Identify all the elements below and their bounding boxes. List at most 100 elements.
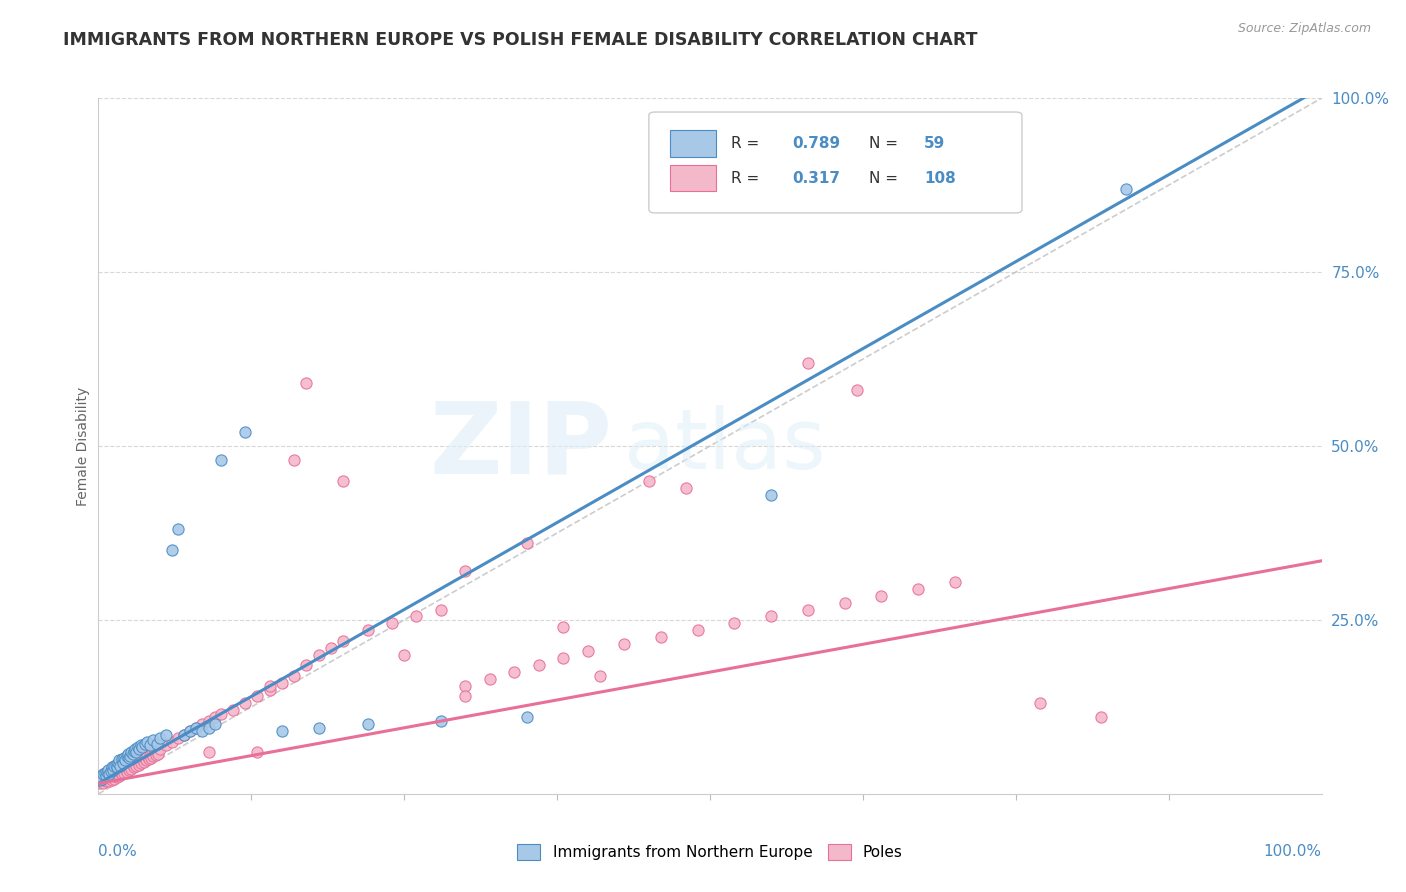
Point [204, 710, 226, 724]
Point [143, 745, 166, 759]
Point [107, 766, 129, 780]
Point [100, 764, 122, 778]
Point [270, 675, 294, 690]
Point [107, 756, 129, 770]
Point [834, 596, 856, 610]
Point [139, 738, 162, 752]
Point [111, 767, 134, 781]
Point [117, 747, 139, 761]
Point [122, 744, 145, 758]
Point [124, 741, 146, 756]
Point [308, 721, 330, 735]
Point [89, 772, 111, 787]
Point [454, 690, 477, 704]
Point [943, 574, 966, 589]
Point [209, 706, 232, 721]
Point [120, 748, 142, 763]
Point [179, 724, 201, 739]
Point [146, 737, 169, 751]
Point [173, 728, 195, 742]
Point [295, 376, 318, 391]
Point [127, 739, 149, 754]
Point [259, 679, 281, 693]
Point [197, 745, 219, 759]
FancyBboxPatch shape [650, 112, 1022, 213]
Point [108, 754, 131, 768]
Point [129, 738, 152, 752]
Point [96, 764, 118, 779]
Point [797, 355, 820, 369]
Point [105, 770, 128, 784]
Point [186, 721, 208, 735]
Point [197, 714, 219, 728]
Point [93, 772, 115, 786]
Point [332, 474, 354, 488]
Point [430, 602, 453, 616]
Point [197, 721, 219, 735]
Point [283, 453, 305, 467]
Point [91, 772, 114, 786]
Point [613, 637, 636, 651]
Point [155, 728, 177, 742]
Point [515, 710, 537, 724]
Point [115, 764, 138, 779]
Point [381, 616, 404, 631]
Point [179, 724, 201, 739]
Point [98, 767, 121, 781]
Point [173, 728, 195, 742]
Text: 0.0%: 0.0% [98, 845, 138, 859]
Point [167, 523, 190, 537]
Point [204, 717, 226, 731]
Legend: Immigrants from Northern Europe, Poles: Immigrants from Northern Europe, Poles [512, 838, 908, 866]
Text: IMMIGRANTS FROM NORTHERN EUROPE VS POLISH FEMALE DISABILITY CORRELATION CHART: IMMIGRANTS FROM NORTHERN EUROPE VS POLIS… [63, 31, 977, 49]
Point [675, 481, 697, 495]
Point [136, 735, 159, 749]
Point [128, 741, 150, 756]
Text: R =: R = [731, 170, 763, 186]
Point [191, 724, 214, 739]
Point [907, 582, 929, 596]
Point [146, 744, 169, 758]
Point [105, 760, 128, 774]
Text: ZIP: ZIP [429, 398, 612, 494]
Point [124, 756, 146, 771]
Point [155, 738, 177, 752]
Point [527, 658, 550, 673]
Point [93, 766, 115, 780]
Point [104, 757, 127, 772]
Point [1029, 697, 1052, 711]
Point [246, 690, 269, 704]
Point [308, 648, 330, 662]
Point [139, 747, 162, 762]
Point [100, 770, 122, 784]
Point [392, 648, 416, 662]
FancyBboxPatch shape [669, 165, 716, 192]
Point [515, 536, 537, 550]
Point [129, 754, 152, 768]
Point [761, 609, 783, 624]
Point [356, 717, 378, 731]
Point [761, 488, 783, 502]
Point [114, 762, 136, 776]
Point [209, 453, 232, 467]
Point [553, 651, 575, 665]
Point [138, 752, 160, 766]
Point [139, 750, 162, 764]
Point [121, 757, 143, 772]
FancyBboxPatch shape [669, 130, 716, 157]
Point [94, 773, 117, 788]
Text: atlas: atlas [624, 406, 827, 486]
Point [222, 703, 245, 717]
Point [589, 668, 612, 682]
Point [650, 630, 672, 644]
Point [108, 769, 131, 783]
Point [120, 762, 142, 776]
Point [122, 760, 145, 774]
Point [96, 769, 118, 784]
Point [503, 665, 526, 680]
Text: Source: ZipAtlas.com: Source: ZipAtlas.com [1237, 22, 1371, 36]
Point [430, 714, 453, 728]
Text: 0.789: 0.789 [792, 136, 841, 151]
Point [127, 755, 149, 769]
Point [131, 752, 153, 766]
